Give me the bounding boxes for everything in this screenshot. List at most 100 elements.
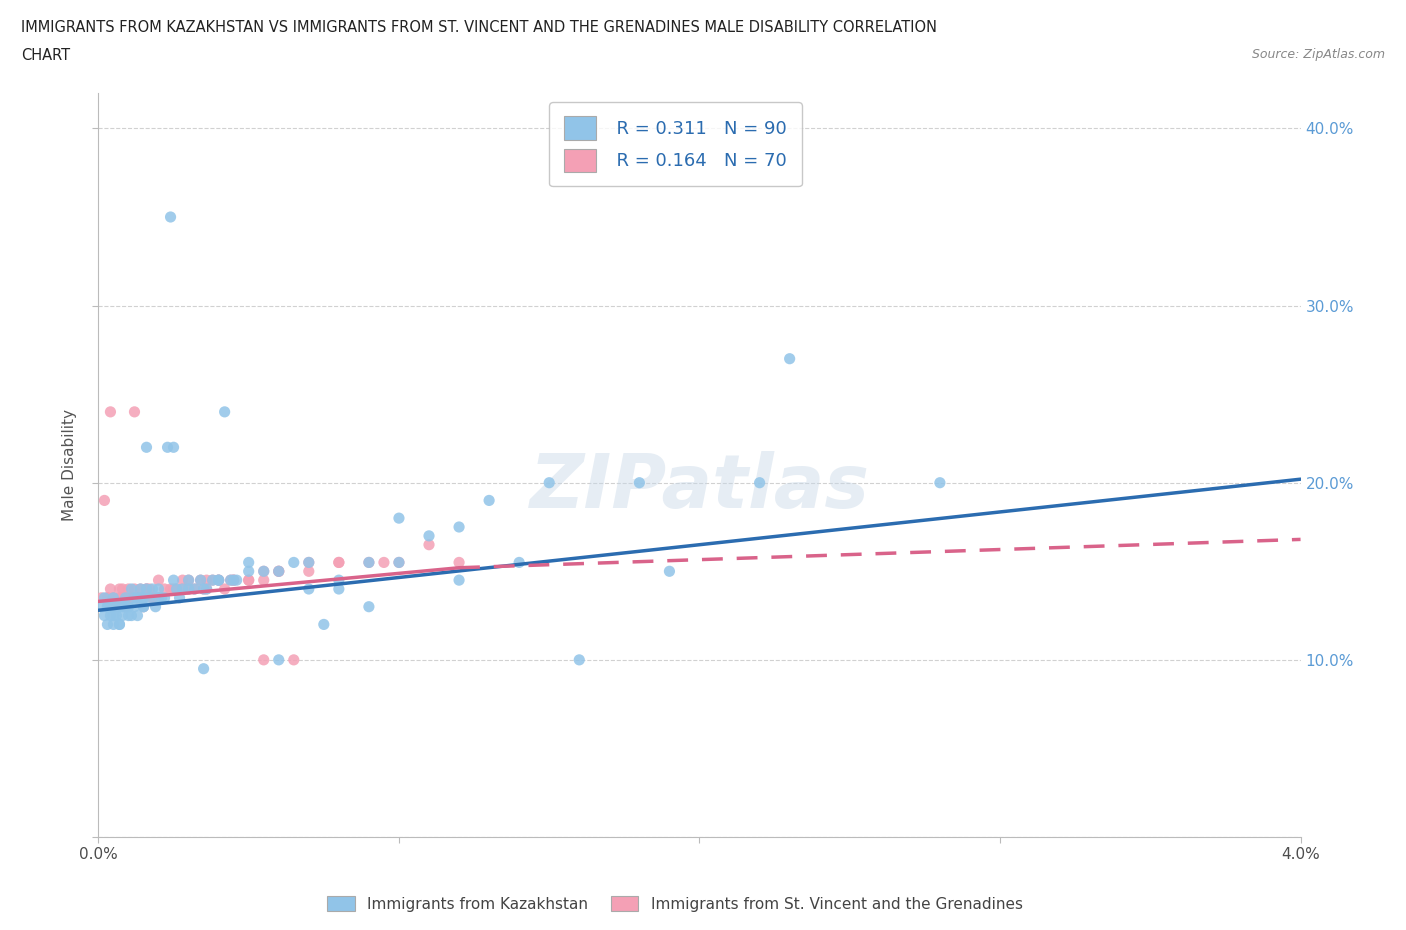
Point (132, 591, 155, 605)
Point (219, 573, 242, 588)
Point (96, 591, 118, 605)
Point (145, 599, 167, 614)
Point (100, 581, 122, 596)
Point (298, 564, 321, 578)
Point (127, 591, 149, 605)
Point (111, 599, 134, 614)
Point (141, 591, 163, 605)
Point (148, 581, 170, 596)
Point (328, 555, 350, 570)
Point (127, 608, 149, 623)
Point (201, 573, 224, 588)
Point (238, 573, 260, 588)
Point (177, 581, 200, 596)
Point (124, 581, 146, 596)
Point (111, 591, 134, 605)
Point (388, 555, 411, 570)
Point (121, 581, 143, 596)
Point (127, 591, 149, 605)
Point (159, 581, 181, 596)
Point (117, 581, 139, 596)
Point (190, 573, 212, 588)
Point (418, 538, 440, 552)
Point (90, 591, 112, 605)
Point (166, 581, 188, 596)
Point (148, 591, 170, 605)
Point (238, 573, 260, 588)
Point (105, 599, 128, 614)
Point (129, 581, 152, 596)
Point (312, 617, 335, 631)
Point (328, 555, 350, 570)
Point (135, 581, 157, 596)
Point (193, 661, 215, 676)
Point (267, 564, 290, 578)
Point (253, 573, 276, 588)
Point (508, 555, 530, 570)
Point (156, 440, 179, 455)
Point (114, 591, 136, 605)
Point (108, 617, 131, 631)
Point (127, 591, 149, 605)
Legend: Immigrants from Kazakhstan, Immigrants from St. Vincent and the Grenadines: Immigrants from Kazakhstan, Immigrants f… (321, 889, 1029, 918)
Point (298, 555, 321, 570)
Point (100, 405, 122, 419)
Point (219, 573, 242, 588)
Point (357, 555, 380, 570)
Point (357, 599, 380, 614)
Point (121, 591, 143, 605)
Point (124, 405, 146, 419)
Point (267, 564, 290, 578)
Point (93, 591, 115, 605)
Point (658, 564, 681, 578)
Point (208, 573, 231, 588)
Point (748, 475, 770, 490)
Point (162, 573, 184, 588)
Point (132, 599, 155, 614)
Point (114, 599, 136, 614)
Point (225, 573, 247, 588)
Point (183, 581, 205, 596)
Point (129, 591, 152, 605)
Point (159, 209, 181, 224)
Point (267, 653, 290, 668)
Point (253, 653, 276, 668)
Point (129, 581, 152, 596)
Point (132, 591, 155, 605)
Point (96, 599, 118, 614)
Point (253, 564, 276, 578)
Point (193, 581, 215, 596)
Point (418, 528, 440, 543)
Text: IMMIGRANTS FROM KAZAKHSTAN VS IMMIGRANTS FROM ST. VINCENT AND THE GRENADINES MAL: IMMIGRANTS FROM KAZAKHSTAN VS IMMIGRANTS… (21, 20, 936, 35)
Point (105, 599, 128, 614)
Point (172, 573, 194, 588)
Point (117, 599, 139, 614)
Point (141, 581, 163, 596)
Point (135, 581, 157, 596)
Point (195, 573, 218, 588)
Legend:   R = 0.311   N = 90,   R = 0.164   N = 70: R = 0.311 N = 90, R = 0.164 N = 70 (550, 102, 801, 186)
Point (357, 555, 380, 570)
Point (100, 608, 122, 623)
Point (298, 581, 321, 596)
Point (132, 599, 155, 614)
Point (208, 573, 231, 588)
Point (90, 599, 112, 614)
Point (238, 555, 260, 570)
Point (162, 581, 184, 596)
Point (214, 405, 236, 419)
Point (478, 493, 501, 508)
Point (96, 599, 118, 614)
Point (238, 564, 260, 578)
Point (108, 581, 131, 596)
Point (141, 591, 163, 605)
Point (148, 573, 170, 588)
Point (388, 511, 411, 525)
Point (96, 617, 118, 631)
Point (222, 573, 245, 588)
Point (779, 352, 801, 366)
Point (148, 591, 170, 605)
Point (135, 581, 157, 596)
Point (183, 581, 205, 596)
Point (447, 555, 470, 570)
